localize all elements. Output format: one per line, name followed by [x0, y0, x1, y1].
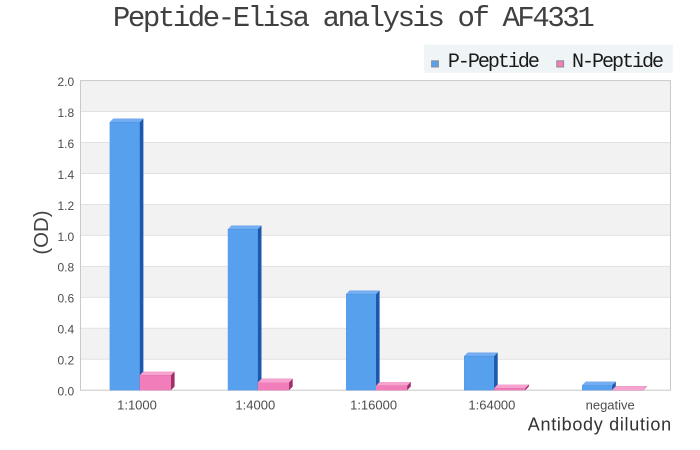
svg-text:2.0: 2.0 [58, 75, 75, 89]
svg-text:0.6: 0.6 [58, 292, 75, 306]
svg-text:1.4: 1.4 [58, 168, 75, 182]
svg-text:0.0: 0.0 [58, 385, 75, 399]
svg-text:1.6: 1.6 [58, 137, 75, 151]
svg-text:1:16000: 1:16000 [350, 398, 397, 413]
svg-text:0.4: 0.4 [58, 323, 75, 337]
svg-text:(OD): (OD) [31, 211, 53, 255]
svg-text:1.0: 1.0 [58, 230, 75, 244]
svg-text:1.8: 1.8 [58, 106, 75, 120]
svg-text:negative: negative [586, 398, 635, 413]
svg-text:1:4000: 1:4000 [235, 398, 275, 413]
svg-text:1:64000: 1:64000 [468, 398, 515, 413]
svg-text:0.8: 0.8 [58, 261, 75, 275]
svg-text:Antibody dilution: Antibody dilution [528, 415, 672, 435]
svg-text:N-Peptide: N-Peptide [572, 51, 663, 74]
svg-text:1:1000: 1:1000 [117, 398, 157, 413]
svg-text:P-Peptide: P-Peptide [448, 51, 539, 74]
svg-text:Peptide-Elisa analysis of AF43: Peptide-Elisa analysis of AF4331 [113, 2, 593, 35]
svg-text:1.2: 1.2 [58, 199, 75, 213]
svg-text:0.2: 0.2 [58, 354, 75, 368]
